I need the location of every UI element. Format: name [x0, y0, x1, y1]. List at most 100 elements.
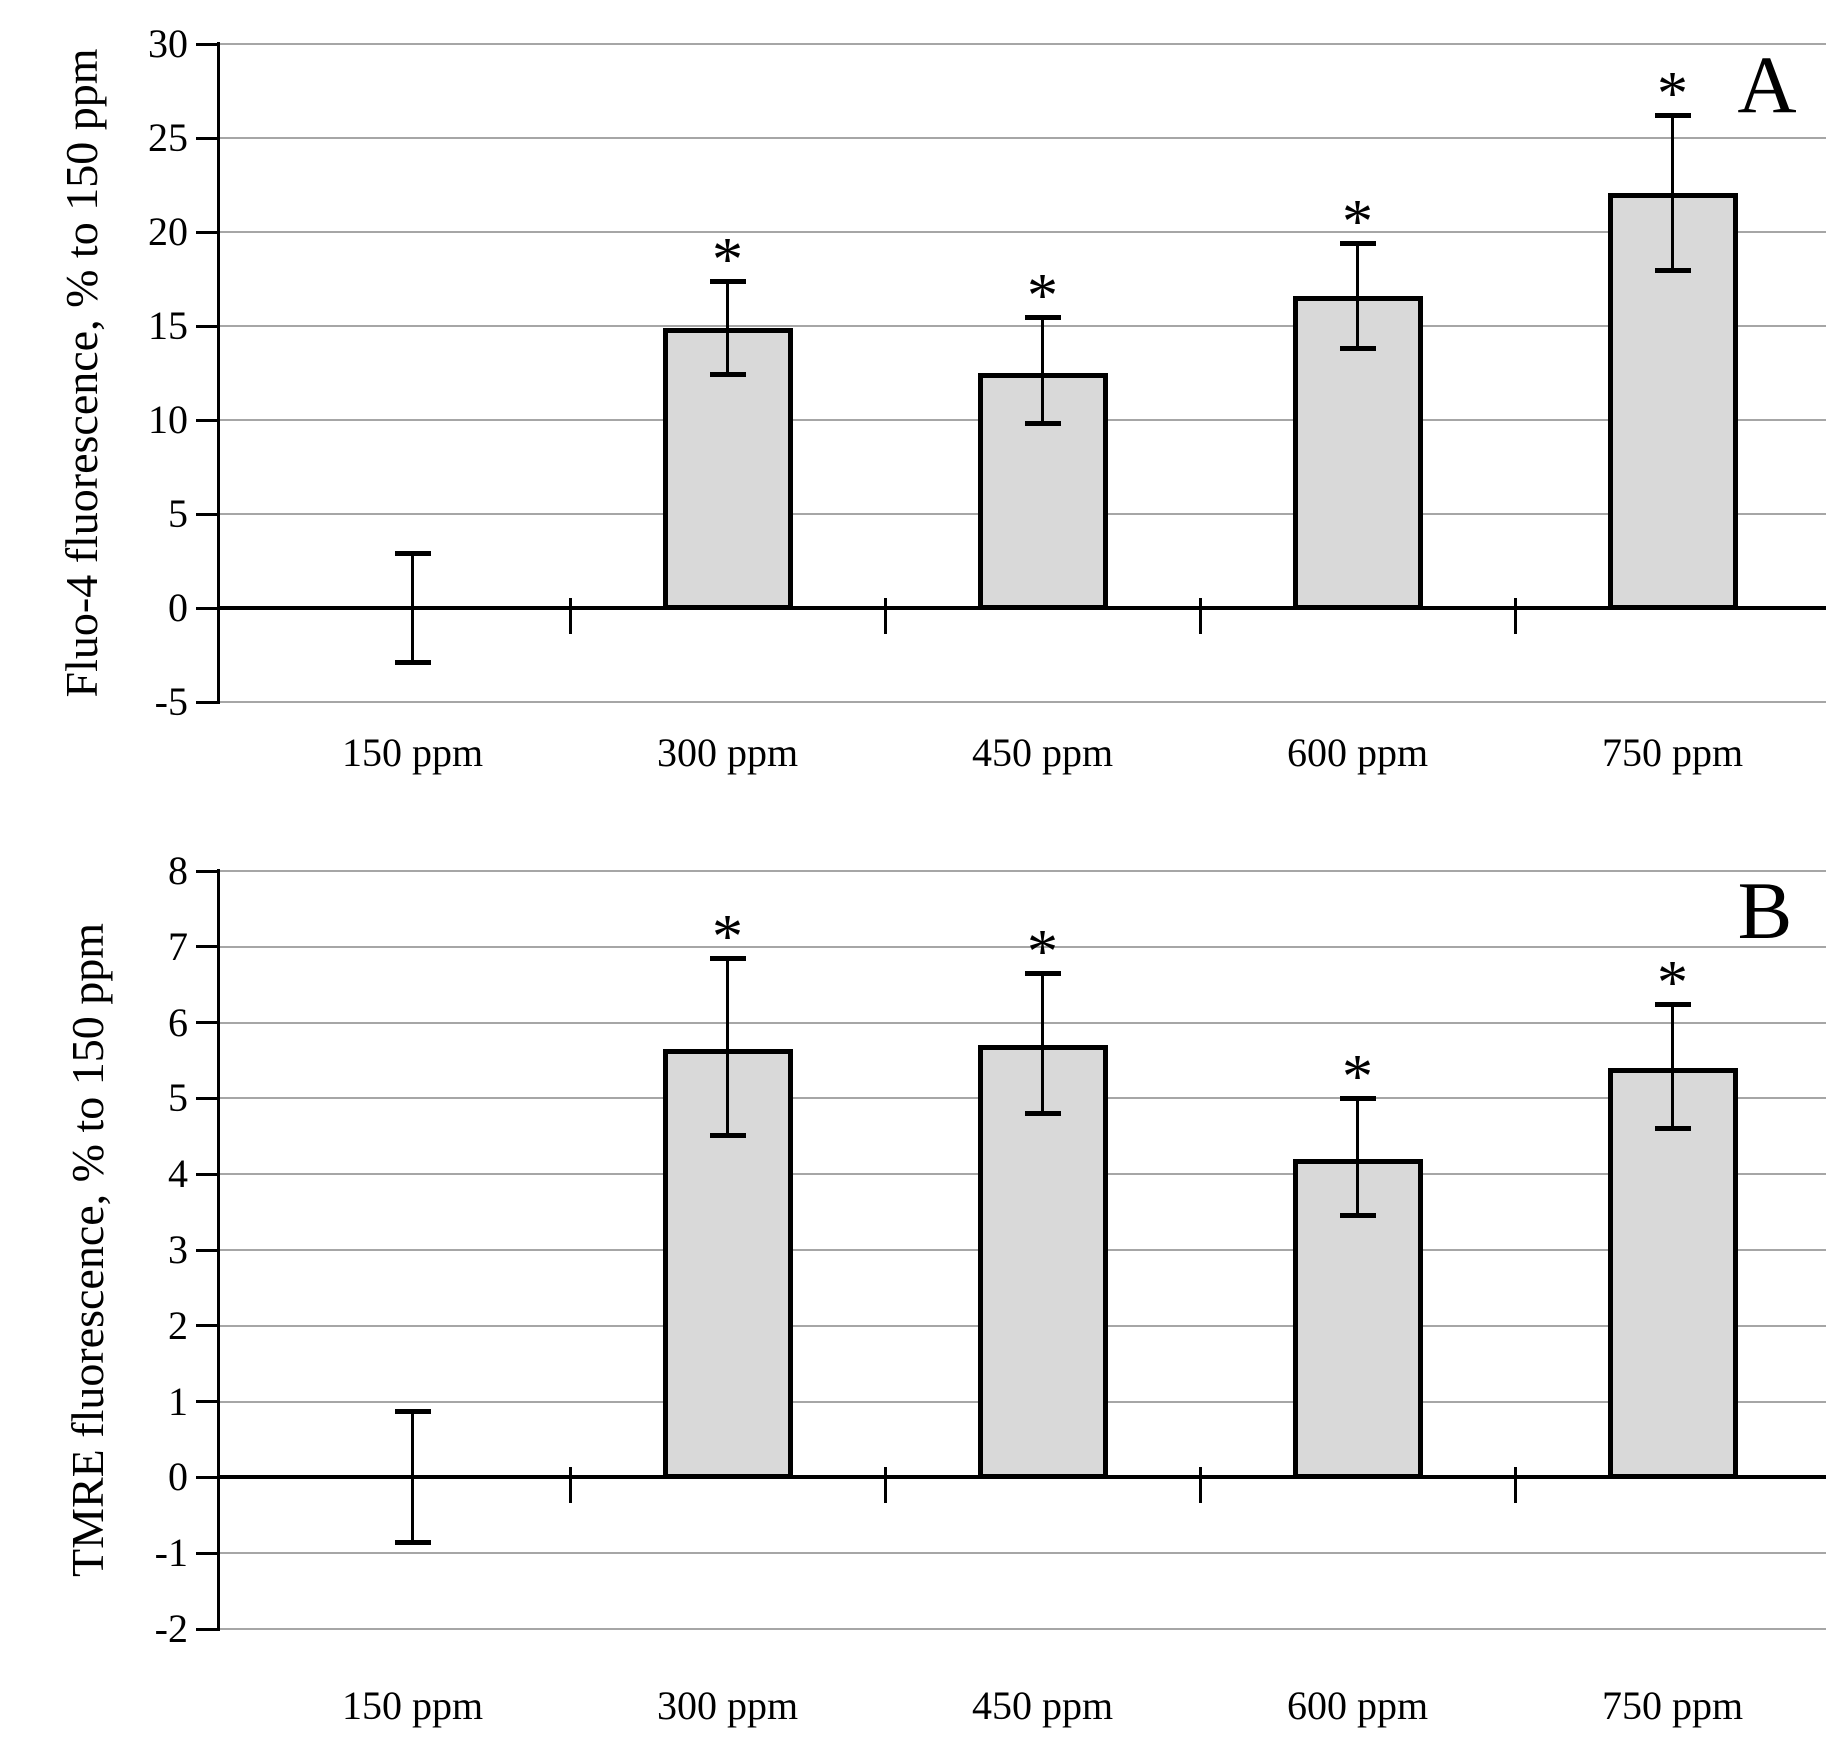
significance-asterisk-300-ppm: * — [712, 225, 743, 294]
error-bar-cap-bottom-300-ppm — [709, 1133, 746, 1139]
y-tick-label--2: -2 — [154, 1606, 188, 1651]
y-axis-tick-10 — [196, 418, 220, 422]
significance-asterisk-750-ppm: * — [1657, 60, 1688, 129]
x-axis-boundary-tick-4 — [1513, 1467, 1517, 1504]
y-axis-tick-4 — [196, 1172, 220, 1176]
bar-450-ppm — [977, 1045, 1108, 1480]
error-bar-cap-bottom-300-ppm — [709, 371, 746, 377]
error-bar-cap-top-450-ppm — [1024, 314, 1061, 320]
significance-asterisk-450-ppm: * — [1027, 261, 1058, 330]
y-axis-tick-7 — [196, 945, 220, 949]
x-axis-boundary-tick-1 — [568, 1467, 572, 1504]
y-axis-tick-20 — [196, 230, 220, 234]
y-axis-tick-6 — [196, 1021, 220, 1025]
y-axis-tick-5 — [196, 1096, 220, 1100]
y-tick-label-25: 25 — [148, 115, 188, 160]
error-bar-line-150-ppm — [411, 553, 414, 663]
error-bar-cap-bottom-750-ppm — [1654, 268, 1691, 274]
y-axis-title-panel-a: Fluo-4 fluorescence, % to 150 ppm — [56, 48, 107, 698]
error-bar-cap-top-750-ppm — [1654, 113, 1691, 119]
y-tick-label-5: 5 — [168, 491, 188, 536]
significance-asterisk-600-ppm: * — [1342, 1043, 1373, 1112]
y-axis-tick-15 — [196, 324, 220, 328]
y-axis-line — [217, 869, 220, 1631]
error-bar-cap-bottom-150-ppm — [394, 1540, 431, 1546]
error-bar-cap-top-750-ppm — [1654, 1001, 1691, 1007]
y-axis-tick-5 — [196, 512, 220, 516]
x-axis-boundary-tick-3 — [1198, 1467, 1202, 1504]
y-tick-label--5: -5 — [154, 679, 188, 724]
error-bar-line-450-ppm — [1041, 973, 1044, 1114]
significance-asterisk-450-ppm: * — [1027, 918, 1058, 987]
error-bar-cap-bottom-150-ppm — [394, 659, 431, 665]
y-tick-label-0: 0 — [168, 1454, 188, 1500]
y-axis-tick-30 — [196, 42, 220, 46]
x-category-label-750-ppm: 750 ppm — [1601, 730, 1744, 775]
y-axis-line — [217, 42, 220, 704]
y-tick-label--1: -1 — [154, 1530, 188, 1576]
y-tick-label-10: 10 — [148, 397, 188, 442]
y-tick-label-1: 1 — [168, 1378, 188, 1424]
y-tick-label-6: 6 — [168, 999, 188, 1045]
y-axis-tick-0 — [196, 1475, 220, 1479]
x-axis-boundary-tick-3 — [1198, 598, 1202, 634]
gridline-y-20 — [220, 231, 1826, 233]
gridline-y--1 — [220, 1552, 1826, 1555]
y-axis-tick--1 — [196, 1551, 220, 1555]
y-tick-label-15: 15 — [148, 303, 188, 348]
error-bar-cap-top-300-ppm — [709, 278, 746, 284]
gridline-y-15 — [220, 325, 1826, 327]
y-axis-tick--2 — [196, 1627, 220, 1631]
y-tick-label-4: 4 — [168, 1151, 188, 1197]
gridline-y-25 — [220, 137, 1826, 139]
gridline-y--2 — [220, 1628, 1826, 1630]
x-category-label-450-ppm: 450 ppm — [971, 1683, 1114, 1728]
x-category-label-750-ppm: 750 ppm — [1601, 1683, 1744, 1728]
y-axis-tick--5 — [196, 700, 220, 704]
y-tick-label-0: 0 — [168, 585, 188, 630]
x-axis-boundary-tick-2 — [883, 598, 887, 634]
error-bar-line-600-ppm — [1356, 243, 1359, 349]
x-category-label-600-ppm: 600 ppm — [1286, 1683, 1429, 1728]
y-tick-label-2: 2 — [168, 1302, 188, 1348]
y-tick-label-7: 7 — [168, 923, 188, 969]
gridline-y-7 — [220, 945, 1826, 948]
error-bar-cap-bottom-450-ppm — [1024, 420, 1061, 426]
x-axis-boundary-tick-1 — [568, 598, 572, 634]
y-axis-tick-0 — [196, 606, 220, 610]
x-category-label-150-ppm: 150 ppm — [341, 1683, 484, 1728]
error-bar-line-150-ppm — [411, 1411, 414, 1544]
bar-750-ppm — [1607, 1068, 1738, 1480]
gridline-y-8 — [220, 870, 1826, 872]
error-bar-cap-bottom-600-ppm — [1339, 345, 1376, 351]
error-bar-cap-top-150-ppm — [394, 1409, 431, 1415]
x-category-label-300-ppm: 300 ppm — [656, 730, 799, 775]
error-bar-line-750-ppm — [1671, 115, 1674, 272]
error-bar-cap-bottom-750-ppm — [1654, 1125, 1691, 1131]
error-bar-line-750-ppm — [1671, 1003, 1674, 1129]
error-bar-line-300-ppm — [726, 958, 729, 1137]
y-tick-label-20: 20 — [148, 209, 188, 254]
y-axis-title-panel-b: TMRE fluorescence, % to 150 ppm — [62, 922, 113, 1578]
y-axis-tick-2 — [196, 1324, 220, 1328]
y-tick-label-5: 5 — [168, 1075, 188, 1121]
error-bar-cap-bottom-450-ppm — [1024, 1110, 1061, 1116]
y-axis-tick-1 — [196, 1400, 220, 1404]
y-axis-tick-3 — [196, 1248, 220, 1252]
bar-750-ppm — [1607, 192, 1738, 610]
error-bar-cap-top-450-ppm — [1024, 971, 1061, 977]
significance-asterisk-600-ppm: * — [1342, 188, 1373, 257]
error-bar-cap-top-300-ppm — [709, 956, 746, 962]
x-axis-boundary-tick-4 — [1513, 598, 1517, 634]
panel-letter-a: A — [1737, 39, 1797, 130]
x-category-label-450-ppm: 450 ppm — [971, 730, 1114, 775]
significance-asterisk-750-ppm: * — [1657, 948, 1688, 1017]
x-category-label-300-ppm: 300 ppm — [656, 1683, 799, 1728]
bar-450-ppm — [977, 373, 1108, 610]
error-bar-cap-top-600-ppm — [1339, 1096, 1376, 1102]
y-tick-label-30: 30 — [148, 21, 188, 66]
x-category-label-150-ppm: 150 ppm — [341, 730, 484, 775]
gridline-y--5 — [220, 701, 1826, 703]
